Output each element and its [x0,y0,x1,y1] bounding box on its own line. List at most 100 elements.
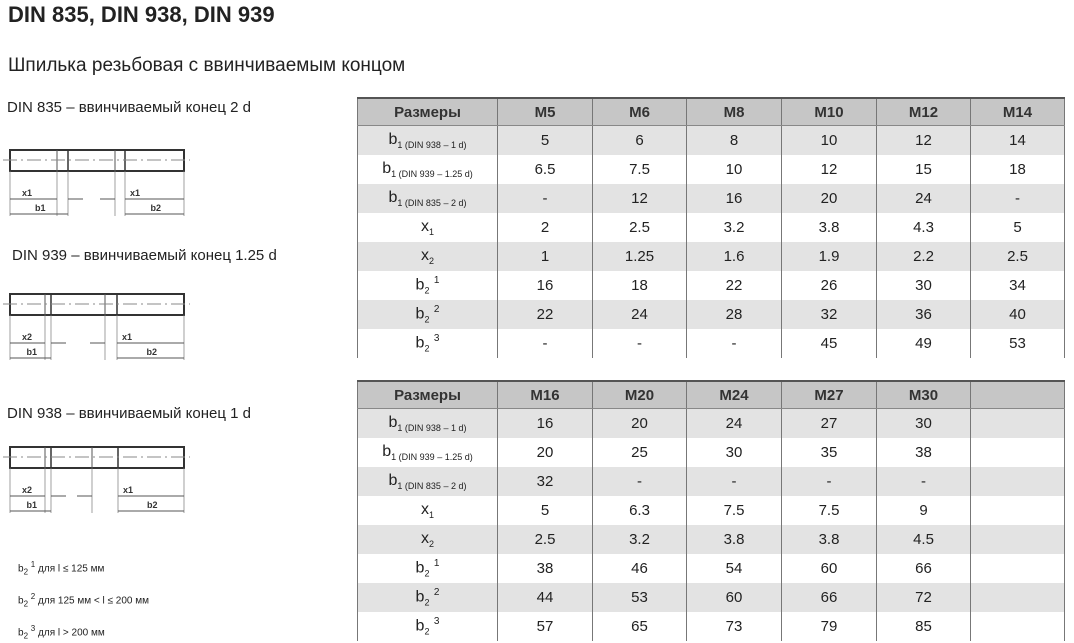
table-cell: 35 [781,438,877,467]
dimensions-table: Размеры M16 M20 M24 M27 M30 b1 (DIN 938 – 1 d)… [357,380,1065,641]
diagram-label-din835: DIN 835 – ввинчиваемый конец 2 d [7,99,251,116]
table-cell: - [970,184,1065,213]
table-cell: 24 [686,408,782,438]
table-cell: 22 [497,300,593,329]
row-label: b1 (DIN 938 – 1 d) [357,125,498,155]
table-cell: 38 [876,438,971,467]
column-header: M5 [497,97,593,126]
table-cell: 10 [686,155,782,184]
table-cell: 3.8 [781,213,877,242]
row-label: b2 2 [357,300,498,329]
table-cell: 49 [876,329,971,358]
table-cell: 7.5 [592,155,687,184]
row-label: b1 (DIN 835 – 2 d) [357,467,498,496]
table-cell: 65 [592,612,687,641]
table-cell: 7.5 [781,496,877,525]
table-cell: 66 [876,554,971,583]
table-cell: 53 [970,329,1065,358]
table-cell: 60 [781,554,877,583]
table-cell: 6 [592,125,687,155]
table-cell: - [686,467,782,496]
table-cell: 6.3 [592,496,687,525]
table-cell [970,612,1065,641]
table-cell [970,583,1065,612]
table-cell: - [686,329,782,358]
table-row: b1 (DIN 938 – 1 d) 16 20 24 27 30 [357,408,1065,438]
table-cell: 32 [497,467,593,496]
table-cell: 57 [497,612,593,641]
table-cell: 38 [497,554,593,583]
dim-label: x2 [22,332,32,342]
table-cell: 22 [686,271,782,300]
column-header: M14 [970,97,1065,126]
table-row: b1 (DIN 835 – 2 d) 32- - - - [357,467,1065,496]
table-row: b2 2 44 53 60 66 72 [357,583,1065,612]
table-cell: 28 [686,300,782,329]
table-cell: 85 [876,612,971,641]
table-row: b1 (DIN 939 – 1.25 d) 20 25 30 35 38 [357,438,1065,467]
table-row: b2 1 38 46 54 60 66 [357,554,1065,583]
table-row: x2 1 1.25 1.6 1.9 2.2 2.5 [357,242,1065,271]
column-header [970,380,1065,409]
stud-drawing: x2 x1 b1 b2 [3,293,190,360]
column-header: M6 [592,97,687,126]
footnote: b2 3 для l > 200 мм [18,624,105,641]
header-row: Размеры M16 M20 M24 M27 M30 [357,380,1065,409]
table-cell: 36 [876,300,971,329]
row-label: x1 [357,213,498,242]
dim-label: b2 [147,500,158,510]
row-label: b2 3 [357,329,498,358]
dim-label: b1 [27,500,38,510]
table-row: b2 1 16 18 22 26 30 34 [357,271,1065,300]
table-row: b2 3- - -45 49 53 [357,329,1065,358]
table-cell: 16 [497,408,593,438]
table-cell: - [876,467,971,496]
table-cell: 1.25 [592,242,687,271]
table-cell: 12 [781,155,877,184]
table-cell: 79 [781,612,877,641]
column-header: M10 [781,97,877,126]
table-cell: 2.2 [876,242,971,271]
row-label: x2 [357,242,498,271]
header-row: Размеры M5 M6 M8 M10 M12 M14 [357,97,1065,126]
table-cell: 1.6 [686,242,782,271]
dim-label: x1 [22,188,32,198]
dim-label: b1 [35,203,46,213]
dim-label: b1 [27,347,38,357]
dim-label: x1 [122,332,132,342]
table-cell: - [592,329,687,358]
table-cell: 2.5 [497,525,593,554]
table-row: b2 3 57 65 73 79 85 [357,612,1065,641]
table-cell: 8 [686,125,782,155]
table-cell: 73 [686,612,782,641]
row-label: b1 (DIN 939 – 1.25 d) [357,155,498,184]
table-cell: 3.2 [686,213,782,242]
table-cell: 4.5 [876,525,971,554]
table-cell: 20 [781,184,877,213]
table-cell: 5 [970,213,1065,242]
table-cell: 32 [781,300,877,329]
row-label: b1 (DIN 835 – 2 d) [357,184,498,213]
table-cell: 12 [876,125,971,155]
table-cell: 34 [970,271,1065,300]
table-row: b1 (DIN 939 – 1.25 d) 6.5 7.5 10 12 15 18 [357,155,1065,184]
column-header: M24 [686,380,782,409]
table-row: x2 2.5 3.2 3.8 3.8 4.5 [357,525,1065,554]
row-label: b1 (DIN 938 – 1 d) [357,408,498,438]
table-row: b1 (DIN 835 – 2 d) -12 16 20 24- [357,184,1065,213]
row-label: b2 2 [357,583,498,612]
table-cell: 25 [592,438,687,467]
row-label: b2 1 [357,554,498,583]
table-cell: 72 [876,583,971,612]
dim-label: x2 [22,485,32,495]
column-header: Размеры [357,380,498,409]
column-header: M30 [876,380,971,409]
diagram-label-din939: DIN 939 – ввинчиваемый конец 1.25 d [12,247,277,264]
table-row: x1 5 6.3 7.5 7.5 9 [357,496,1065,525]
table-cell: - [592,467,687,496]
stud-drawing: x2 x1 b1 b2 [3,446,190,513]
table-cell: 27 [781,408,877,438]
table-cell [970,525,1065,554]
column-header: M20 [592,380,687,409]
stud-drawing: x1 x1 b1 b2 [3,149,190,216]
